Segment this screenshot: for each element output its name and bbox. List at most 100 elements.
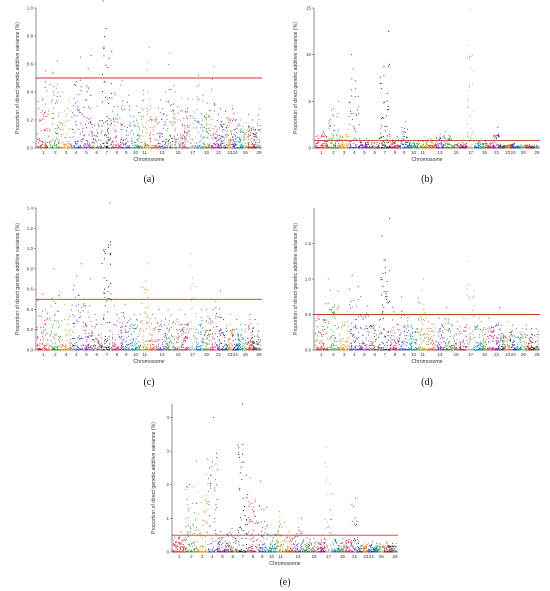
snp-point bbox=[354, 147, 356, 149]
snp-point bbox=[170, 141, 172, 143]
snp-point bbox=[179, 147, 181, 149]
snp-point bbox=[45, 334, 47, 336]
snp-point bbox=[175, 113, 177, 115]
snp-point bbox=[247, 125, 250, 127]
snp-point bbox=[201, 345, 203, 347]
snp-point bbox=[127, 331, 129, 333]
snp-point bbox=[225, 136, 227, 138]
snp-point bbox=[43, 113, 45, 115]
snp-point bbox=[233, 347, 235, 349]
snp-point bbox=[146, 344, 149, 346]
snp-point bbox=[143, 126, 145, 128]
snp-point bbox=[416, 145, 418, 147]
snp-point bbox=[151, 340, 153, 342]
snp-point bbox=[157, 146, 159, 148]
snp-point bbox=[473, 111, 475, 113]
snp-point bbox=[334, 144, 337, 147]
snp-point bbox=[255, 147, 257, 149]
snp-point bbox=[178, 119, 180, 121]
snp-point bbox=[55, 147, 57, 149]
snp-point bbox=[90, 123, 92, 125]
snp-point bbox=[512, 147, 514, 149]
snp-point bbox=[338, 146, 340, 148]
snp-point bbox=[331, 142, 333, 144]
snp-point bbox=[236, 128, 238, 130]
snp-point bbox=[80, 345, 82, 347]
x-tick-label: 5 bbox=[85, 150, 88, 155]
snp-point bbox=[52, 346, 54, 348]
snp-point bbox=[64, 125, 66, 127]
snp-point bbox=[365, 138, 368, 140]
snp-point bbox=[38, 147, 40, 149]
snp-point bbox=[105, 27, 107, 30]
snp-point bbox=[208, 114, 210, 116]
snp-point bbox=[203, 142, 205, 144]
snp-point bbox=[104, 134, 106, 136]
snp-point bbox=[178, 144, 180, 146]
snp-point bbox=[103, 81, 105, 83]
snp-point bbox=[155, 139, 157, 141]
snp-point bbox=[75, 81, 77, 83]
snp-point bbox=[388, 65, 390, 67]
snp-point bbox=[134, 141, 136, 143]
snp-point bbox=[107, 139, 109, 141]
snp-point bbox=[385, 147, 387, 149]
snp-point bbox=[233, 349, 235, 351]
snp-point bbox=[96, 338, 99, 340]
snp-point bbox=[126, 331, 128, 334]
snp-point bbox=[53, 333, 55, 335]
snp-point bbox=[247, 142, 249, 144]
snp-point bbox=[218, 339, 220, 341]
snp-point bbox=[220, 334, 222, 336]
snp-point bbox=[100, 342, 102, 344]
snp-point bbox=[150, 323, 152, 325]
snp-point bbox=[101, 120, 103, 122]
snp-point bbox=[103, 288, 106, 290]
snp-point bbox=[105, 346, 107, 348]
snp-point bbox=[403, 144, 405, 146]
snp-point bbox=[170, 111, 172, 113]
snp-point bbox=[64, 136, 66, 139]
snp-point bbox=[365, 147, 367, 149]
snp-point bbox=[162, 349, 164, 351]
snp-point bbox=[60, 339, 62, 341]
snp-point bbox=[195, 336, 197, 338]
snp-point bbox=[253, 342, 255, 344]
snp-point bbox=[513, 142, 516, 144]
x-tick-label: 26 bbox=[521, 150, 527, 155]
snp-point bbox=[218, 349, 220, 351]
snp-point bbox=[151, 344, 154, 346]
snp-point bbox=[357, 95, 359, 97]
snp-point bbox=[217, 146, 219, 148]
snp-point bbox=[179, 347, 181, 349]
snp-point bbox=[145, 321, 147, 324]
snp-point bbox=[153, 145, 155, 148]
snp-point bbox=[339, 145, 341, 147]
snp-point bbox=[316, 141, 319, 143]
snp-point bbox=[50, 305, 52, 307]
snp-point bbox=[329, 138, 331, 140]
snp-point bbox=[206, 124, 208, 126]
snp-point bbox=[52, 107, 54, 109]
snp-point bbox=[139, 328, 141, 330]
snp-point bbox=[74, 322, 76, 324]
snp-point bbox=[317, 137, 319, 139]
snp-point bbox=[214, 103, 216, 106]
snp-point bbox=[254, 129, 256, 132]
y-tick-label: 1.4 bbox=[27, 206, 34, 211]
snp-point bbox=[354, 96, 356, 98]
snp-point bbox=[323, 132, 325, 134]
snp-point bbox=[125, 143, 127, 145]
snp-point bbox=[157, 139, 159, 141]
snp-point bbox=[175, 118, 177, 120]
snp-point bbox=[165, 347, 167, 349]
snp-point bbox=[125, 330, 127, 333]
snp-point bbox=[176, 133, 179, 135]
snp-point bbox=[258, 145, 260, 147]
snp-point bbox=[66, 107, 68, 109]
snp-point bbox=[166, 333, 168, 335]
snp-point bbox=[448, 144, 450, 146]
snp-point bbox=[121, 325, 123, 327]
snp-point bbox=[162, 147, 164, 149]
snp-point bbox=[459, 147, 461, 149]
